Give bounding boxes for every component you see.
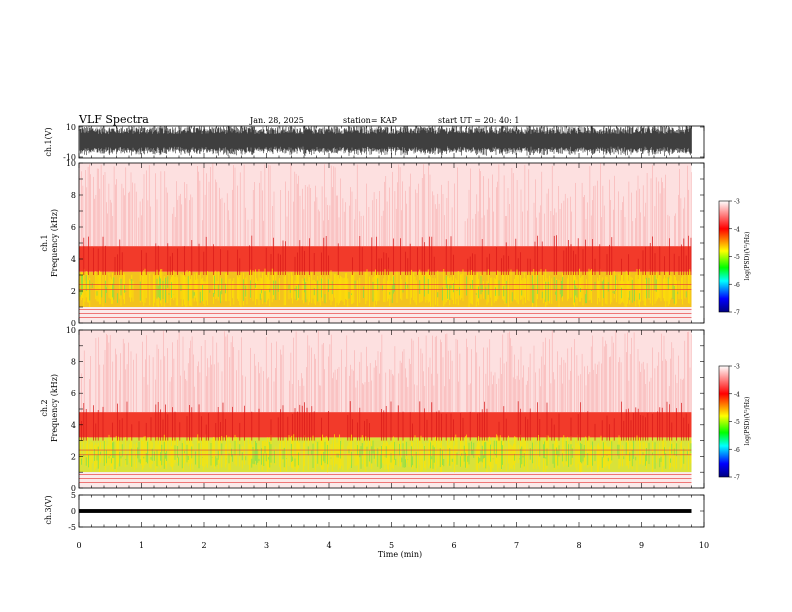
ch3-ytick-middle: 0: [71, 507, 76, 516]
ch2-frequency-label-line2: Frequency (kHz): [50, 374, 59, 442]
freq-tick-label: 8: [71, 191, 76, 200]
spectrogram-ch2-panel: 0 2 4 6 8 10: [66, 326, 705, 493]
colorbar-tick-label: -7: [734, 310, 740, 317]
freq-tick-label: 2: [71, 452, 76, 461]
station-label: station= KAP: [343, 116, 398, 125]
ch1-ytick-bottom: -10: [63, 153, 76, 162]
freq-tick-label: 10: [66, 159, 76, 168]
freq-tick-label: 4: [71, 421, 76, 430]
colorbar-tick-label: -4: [734, 226, 740, 233]
freq-tick-label: 8: [71, 358, 76, 367]
low-band: [79, 307, 692, 323]
spectrogram-ch1-panel: 0 2 4 6 8 10: [66, 159, 705, 328]
x-tick-label: 10: [699, 541, 709, 550]
low-band: [79, 472, 692, 488]
colorbar-ch2-label: log(PSD)(V²/Hz): [744, 397, 751, 446]
ch1-ytick-top: 10: [66, 123, 76, 132]
waveform-ch3-panel: 50-50 1 2 3 4 5 6 7 8 9 10: [68, 491, 709, 550]
figure-title: VLF Spectra: [78, 113, 149, 126]
freq-tick-label: 0: [71, 484, 76, 493]
x-tick-label: 0: [76, 541, 81, 550]
freq-tick-label: 10: [66, 326, 76, 335]
ch3-voltage-label: ch.3(V): [44, 495, 53, 524]
colorbar-ch2-gradient: [718, 365, 730, 478]
colorbar-tick-label: -6: [734, 282, 740, 289]
red-streaks: [81, 401, 689, 441]
start-time-label: start UT = 20: 40: 1: [438, 116, 519, 125]
waveform-ch3-trace: [79, 509, 692, 513]
colorbar-ch1-label: log(PSD)(V²/Hz): [744, 232, 751, 281]
ch3-ytick-bottom: -5: [68, 523, 76, 532]
x-tick-label: 8: [576, 541, 581, 550]
freq-tick-label: 0: [71, 319, 76, 328]
x-tick-label: 1: [139, 541, 144, 550]
ch1-frequency-label-line2: Frequency (kHz): [50, 209, 59, 277]
freq-tick-label: 6: [71, 223, 76, 232]
red-streaks: [83, 235, 692, 275]
colorbar-tick-label: -7: [734, 475, 740, 482]
red-band: [79, 412, 692, 438]
red-band: [79, 246, 692, 272]
x-tick-label: 9: [639, 541, 644, 550]
speckle-band: [79, 330, 692, 413]
date-label: Jan. 28, 2025: [249, 116, 304, 125]
waveform-ch1-trace: [79, 126, 692, 157]
colorbar-tick-label: -5: [734, 419, 740, 426]
x-tick-label: 2: [201, 541, 206, 550]
ch2-frequency-label-line1: ch.2: [40, 399, 49, 416]
ch1-frequency-label-line1: ch.1: [40, 234, 49, 251]
x-tick-label: 4: [326, 541, 331, 550]
colorbar-tick-label: -3: [734, 199, 740, 206]
speckle-band: [79, 163, 692, 247]
colorbar-ticks: -3 -4 -5 -6 -7 -3 -4 -5 -6 -7: [729, 199, 740, 482]
freq-tick-label: 4: [71, 255, 76, 264]
x-tick-label: 5: [389, 541, 394, 550]
ch1-voltage-label: ch.1(V): [44, 127, 53, 156]
x-tick-label: 6: [451, 541, 456, 550]
x-tick-label: 7: [514, 541, 519, 550]
colorbar-tick-label: -6: [734, 447, 740, 454]
freq-tick-label: 6: [71, 389, 76, 398]
green-streaks: [79, 275, 687, 304]
colorbar-tick-label: -3: [734, 364, 740, 371]
x-axis-label: Time (min): [378, 550, 422, 559]
ch3-ytick-top: 5: [71, 491, 76, 500]
colorbar-tick-label: -5: [734, 254, 740, 261]
freq-tick-label: 2: [71, 287, 76, 296]
waveform-ch1-panel: 10 -10: [63, 123, 705, 162]
colorbar-ch1-gradient: [718, 200, 730, 313]
colorbar-tick-label: -4: [734, 391, 740, 398]
x-tick-label: 3: [264, 541, 269, 550]
